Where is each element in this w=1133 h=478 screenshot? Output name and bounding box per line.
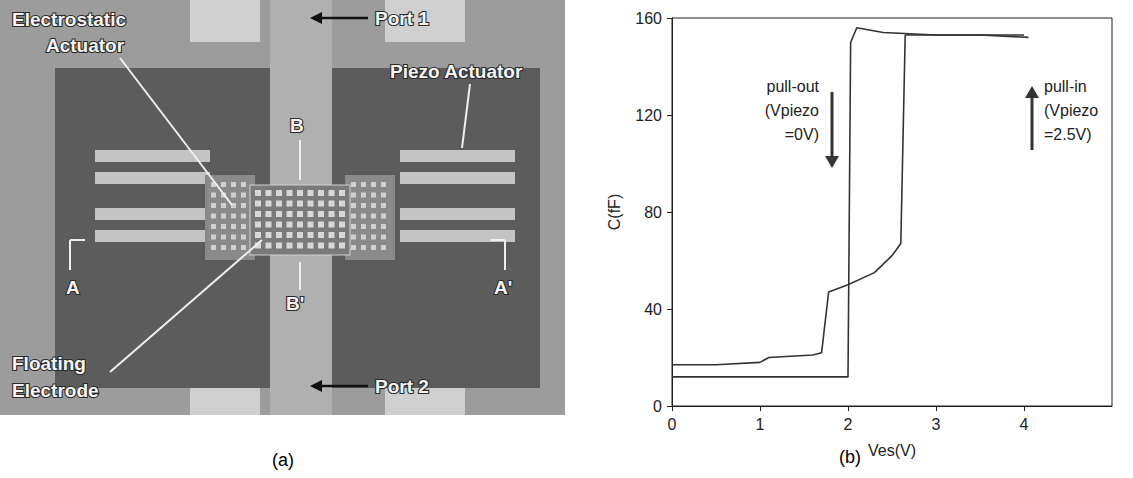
- svg-text:Port 2: Port 2: [375, 376, 429, 397]
- svg-text:C(fF): C(fF): [606, 194, 623, 230]
- svg-text:pull-out: pull-out: [767, 78, 820, 95]
- svg-text:B: B: [290, 115, 304, 136]
- svg-text:A: A: [66, 277, 80, 298]
- svg-text:Port 1: Port 1: [375, 8, 429, 29]
- svg-text:Ves(V): Ves(V): [868, 442, 916, 459]
- svg-text:=0V): =0V): [785, 126, 819, 143]
- svg-text:Piezo Actuator: Piezo Actuator: [390, 61, 523, 82]
- svg-text:0: 0: [668, 416, 677, 433]
- svg-text:pull-in: pull-in: [1044, 78, 1087, 95]
- svg-text:Electrostatic: Electrostatic: [12, 9, 126, 30]
- svg-text:0: 0: [653, 398, 662, 415]
- svg-text:40: 40: [644, 301, 662, 318]
- svg-text:(Vpiezo: (Vpiezo: [1044, 102, 1098, 119]
- svg-text:Electrode: Electrode: [12, 380, 99, 401]
- svg-text:2: 2: [844, 416, 853, 433]
- svg-text:Actuator: Actuator: [46, 35, 125, 56]
- svg-text:120: 120: [635, 107, 662, 124]
- svg-text:A': A': [494, 277, 512, 298]
- svg-text:(Vpiezo: (Vpiezo: [765, 102, 819, 119]
- svg-text:B': B': [286, 293, 304, 314]
- svg-text:Floating: Floating: [12, 353, 86, 374]
- svg-text:1: 1: [756, 416, 765, 433]
- svg-text:160: 160: [635, 10, 662, 27]
- svg-text:(a): (a): [272, 450, 294, 470]
- svg-text:=2.5V): =2.5V): [1044, 126, 1092, 143]
- svg-text:3: 3: [932, 416, 941, 433]
- svg-text:80: 80: [644, 204, 662, 221]
- svg-text:(b): (b): [839, 447, 861, 467]
- svg-text:4: 4: [1020, 416, 1029, 433]
